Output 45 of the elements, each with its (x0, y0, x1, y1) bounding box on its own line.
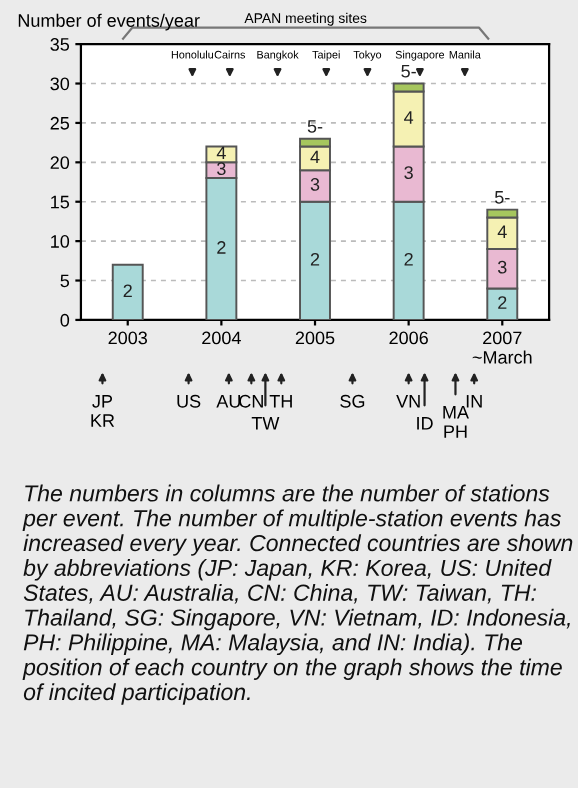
text: 3 (404, 166, 413, 179)
y-tick-label: 30 (50, 77, 70, 91)
text: MA (443, 406, 469, 419)
bar (111, 263, 144, 320)
y-tick-label: 10 (51, 235, 70, 248)
y-tick-label: 5 (60, 274, 70, 288)
y-tick-label: 35 (50, 38, 70, 51)
y-tick-label: 0 (60, 313, 70, 327)
text: SG (340, 394, 365, 408)
text: TH (269, 395, 292, 408)
text: PH (444, 425, 467, 438)
text: 3 (497, 260, 507, 274)
text: 2 (217, 241, 226, 254)
x-tick-label: 2006 (389, 331, 428, 345)
series-label: 5- (307, 120, 323, 133)
y-tick-label: 20 (50, 156, 70, 170)
x-tick-label: 2004 (202, 331, 241, 345)
x-tick-label: 2007 ~March (472, 331, 532, 364)
text: CN (239, 394, 263, 408)
series-label: 3 (217, 162, 226, 176)
text: VN (396, 395, 420, 408)
text: 4 (310, 150, 320, 164)
text: KR (91, 414, 115, 427)
text: IN (466, 395, 482, 408)
text: 3 (310, 178, 320, 191)
x-tick-label: 2005 (295, 331, 335, 345)
text: TW (251, 417, 280, 430)
text: 4 (404, 111, 414, 124)
text: 5- (494, 191, 510, 204)
y-axis-title: Number of events/year (18, 13, 200, 31)
text: 2 (404, 252, 413, 266)
text: 2 (123, 284, 132, 298)
x-tick-label: 2003 (108, 331, 148, 345)
text: 4 (497, 225, 507, 238)
series-label: 4 (216, 146, 226, 160)
text: 2 (310, 252, 320, 266)
text: ID (417, 417, 433, 430)
text: US (177, 394, 201, 408)
text: The numbers in columns are the number of stations per event. The number of multiple-station events has increased every year. Connected countries are shown by abbreviations (JP: Japan, KR: Korea, US: United States, AU: Australia, CN: China, TW: Taiwan, TH: Thailand, SG: Singapore, VN: Vietnam, ID: Indonesia, PH: Philippine, MA: Malaysia, and IN: India). The position of each country on the graph shows the time of incited participation. (22, 484, 573, 705)
y-tick-label: 25 (50, 116, 70, 130)
y-tick-label: 15 (51, 195, 70, 209)
series-label: 2 (498, 296, 507, 309)
text: 5- (401, 65, 416, 78)
text: AU (216, 395, 241, 408)
text: JP (92, 395, 113, 408)
